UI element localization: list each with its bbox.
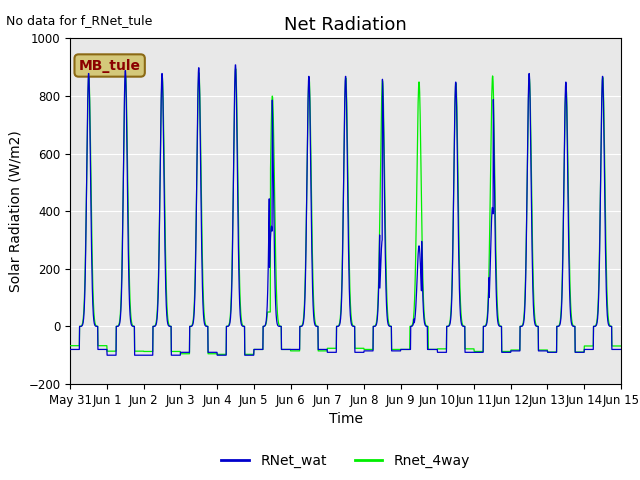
RNet_wat — [103, 352, 111, 358]
Rnet_4way — [362, 346, 370, 351]
Line: Rnet_4way: Rnet_4way — [70, 70, 621, 355]
RNet_wat — [362, 348, 370, 354]
RNet_wat — [67, 347, 74, 352]
Rnet_4way — [232, 67, 239, 72]
Line: RNet_wat: RNet_wat — [70, 65, 621, 355]
Rnet_4way — [569, 322, 577, 327]
Text: MB_tule: MB_tule — [79, 59, 141, 72]
Rnet_4way — [374, 301, 381, 307]
X-axis label: Time: Time — [328, 412, 363, 426]
Legend: RNet_wat, Rnet_4way: RNet_wat, Rnet_4way — [216, 449, 476, 474]
Rnet_4way — [584, 345, 592, 350]
RNet_wat — [584, 347, 592, 352]
Text: No data for f_RNet_tule: No data for f_RNet_tule — [6, 14, 153, 27]
Rnet_4way — [220, 348, 228, 354]
Rnet_4way — [67, 348, 74, 354]
Rnet_4way — [506, 349, 514, 355]
RNet_wat — [617, 347, 625, 352]
RNet_wat — [232, 62, 239, 68]
RNet_wat — [569, 323, 577, 329]
RNet_wat — [374, 308, 381, 314]
Rnet_4way — [617, 345, 625, 350]
RNet_wat — [220, 352, 228, 358]
Title: Net Radiation: Net Radiation — [284, 16, 407, 34]
Rnet_4way — [103, 352, 111, 358]
RNet_wat — [506, 349, 514, 355]
Y-axis label: Solar Radiation (W/m2): Solar Radiation (W/m2) — [9, 131, 23, 292]
